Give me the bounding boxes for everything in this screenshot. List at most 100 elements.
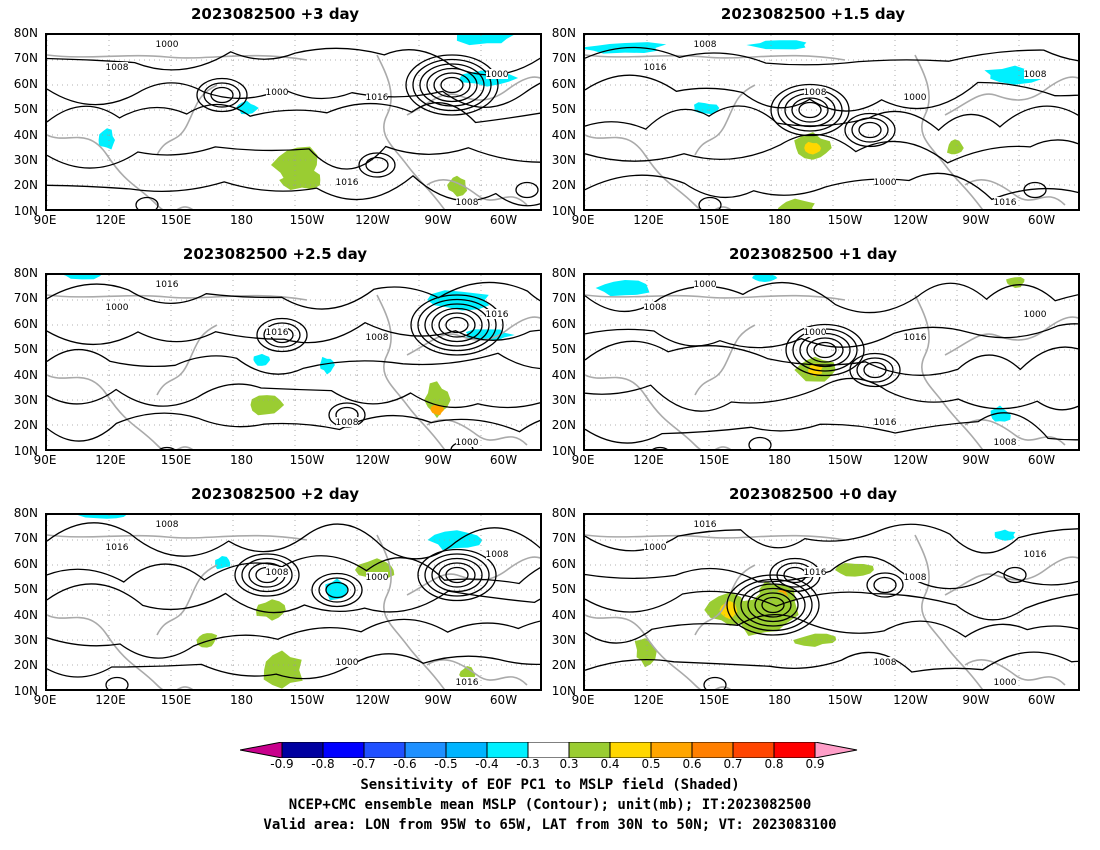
isobar-contour [47, 281, 540, 310]
lat-tick-label: 30N [13, 393, 38, 407]
lat-tick-label: 40N [13, 607, 38, 622]
colorbar-tick-label: 0.6 [682, 757, 702, 771]
lon-tick-label: 180 [230, 693, 253, 707]
pressure-contour [417, 548, 497, 602]
colorbar-tick-label: -0.5 [434, 757, 458, 771]
contour-label: 1016 [694, 520, 717, 530]
contour-label-bg [994, 197, 1016, 207]
pressure-contour [410, 294, 504, 356]
colorbar-right-arrow [814, 741, 858, 759]
colorbar-segment [404, 741, 447, 759]
contour-label-bg [1024, 309, 1046, 319]
lat-tick-label: 20N [551, 178, 576, 193]
contour-label-bg [456, 197, 478, 207]
contour-label-bg [486, 69, 508, 79]
lon-tick-label: 150E [698, 213, 730, 227]
pressure-contour [863, 361, 887, 379]
lat-tick-label: 60N [13, 556, 38, 571]
lon-tick-label: 60W [489, 693, 518, 707]
lat-tick-label: 70N [551, 51, 576, 66]
coastline [156, 84, 218, 156]
map-plot: 1008 1016 1000 1008 1016 1000 1008 [47, 515, 540, 689]
lon-tick-label: 120W [893, 213, 928, 227]
lon-tick-label: 150W [289, 453, 325, 467]
isobar-contour [47, 321, 540, 346]
contour-label: 1000 [694, 280, 717, 290]
contour-label: 1016 [994, 198, 1017, 208]
map-plot: 1016 1000 1008 1016 1000 1008 1016 [47, 275, 540, 449]
lon-tick-label: 120W [355, 453, 390, 467]
contour-label-bg [644, 542, 666, 552]
lon-tick-label: 90E [571, 693, 595, 707]
contour-label-bg [904, 332, 926, 342]
colorbar-tick-label: 0.9 [805, 757, 825, 771]
contour-label: 1008 [994, 438, 1017, 448]
coastline [406, 556, 540, 596]
coastline [585, 614, 731, 689]
lat-tick-label: 30N [551, 393, 576, 407]
coastline [426, 659, 528, 686]
pressure-contour [256, 317, 308, 353]
contour-label-bg [874, 177, 896, 187]
lat-tick-label: 30N [13, 153, 38, 167]
contour-label: 1000 [486, 70, 509, 80]
contour-label-bg [266, 327, 288, 337]
panel-title: 2023082500 +2 day [191, 485, 359, 503]
pressure-contour [813, 341, 837, 359]
contour-label-bg [106, 62, 128, 72]
lat-tick-label: 60N [551, 556, 576, 571]
lat-tick-label: 40N [13, 127, 38, 142]
pressure-contour [798, 101, 822, 119]
contour-label: 1000 [1024, 310, 1047, 320]
isobar-contour [585, 46, 1078, 66]
lat-tick-label: 10N [551, 443, 576, 458]
lon-tick-label: 180 [768, 693, 791, 707]
contour-label-bg [156, 39, 178, 49]
pressure-contour [203, 82, 241, 108]
contour-label-bg [106, 302, 128, 312]
lat-tick-label: 10N [551, 683, 576, 698]
lon-tick-label: 90W [962, 453, 990, 467]
lat-tick-label: 30N [551, 153, 576, 167]
lat-tick-label: 80N [13, 506, 38, 520]
contour-label-bg [994, 437, 1016, 447]
lat-tick-label: 50N [13, 342, 38, 357]
lat-tick-label: 20N [13, 418, 38, 433]
colorbar-segment [732, 741, 775, 759]
colorbar-tick-label: 0.3 [559, 757, 579, 771]
pressure-contour [431, 307, 483, 343]
contour-label-bg [874, 417, 896, 427]
coastline [47, 534, 308, 541]
colorbar-tick-label: 0.4 [600, 757, 620, 771]
caption-line-1: Sensitivity of EOF PC1 to MSLP field (Sh… [360, 777, 740, 793]
contour-label: 1000 [456, 438, 479, 448]
pressure-contour [445, 316, 469, 334]
map-plot: 1000 1008 1016 1000 1008 1016 1000 [585, 275, 1078, 449]
contour-label: 1008 [456, 198, 479, 208]
map-frame: 1008 1016 1000 1008 1016 1000 1008 [583, 33, 1080, 211]
pressure-contour [159, 446, 175, 449]
isobar-contour [47, 618, 540, 659]
isobar-contour [585, 377, 1078, 412]
pressure-contour [748, 436, 772, 449]
map-plot: 1000 1008 1016 1000 1008 1016 1000 [47, 35, 540, 209]
coastline [47, 54, 308, 61]
lat-tick-label: 80N [551, 506, 576, 520]
lon-tick-label: 150E [698, 453, 730, 467]
pressure-contour [761, 596, 785, 614]
pressure-contour [747, 587, 799, 623]
contour-label-bg [644, 62, 666, 72]
panel-2: 2023082500 +1.5 day 1008 1016 1000 1008 1016… [538, 5, 1088, 245]
lat-tick-label: 60N [551, 76, 576, 91]
pressure-contour [1023, 181, 1047, 199]
coastline [944, 316, 1078, 356]
coastline [964, 179, 1066, 206]
contour-label: 1008 [874, 658, 897, 668]
contour-label-bg [266, 567, 288, 577]
contour-label: 1008 [486, 550, 509, 560]
isobar-contour [47, 349, 540, 375]
contour-label-bg [336, 417, 358, 427]
isobar-contour [585, 651, 1078, 673]
lon-tick-label: 150E [698, 693, 730, 707]
pressure-contour [844, 112, 896, 148]
